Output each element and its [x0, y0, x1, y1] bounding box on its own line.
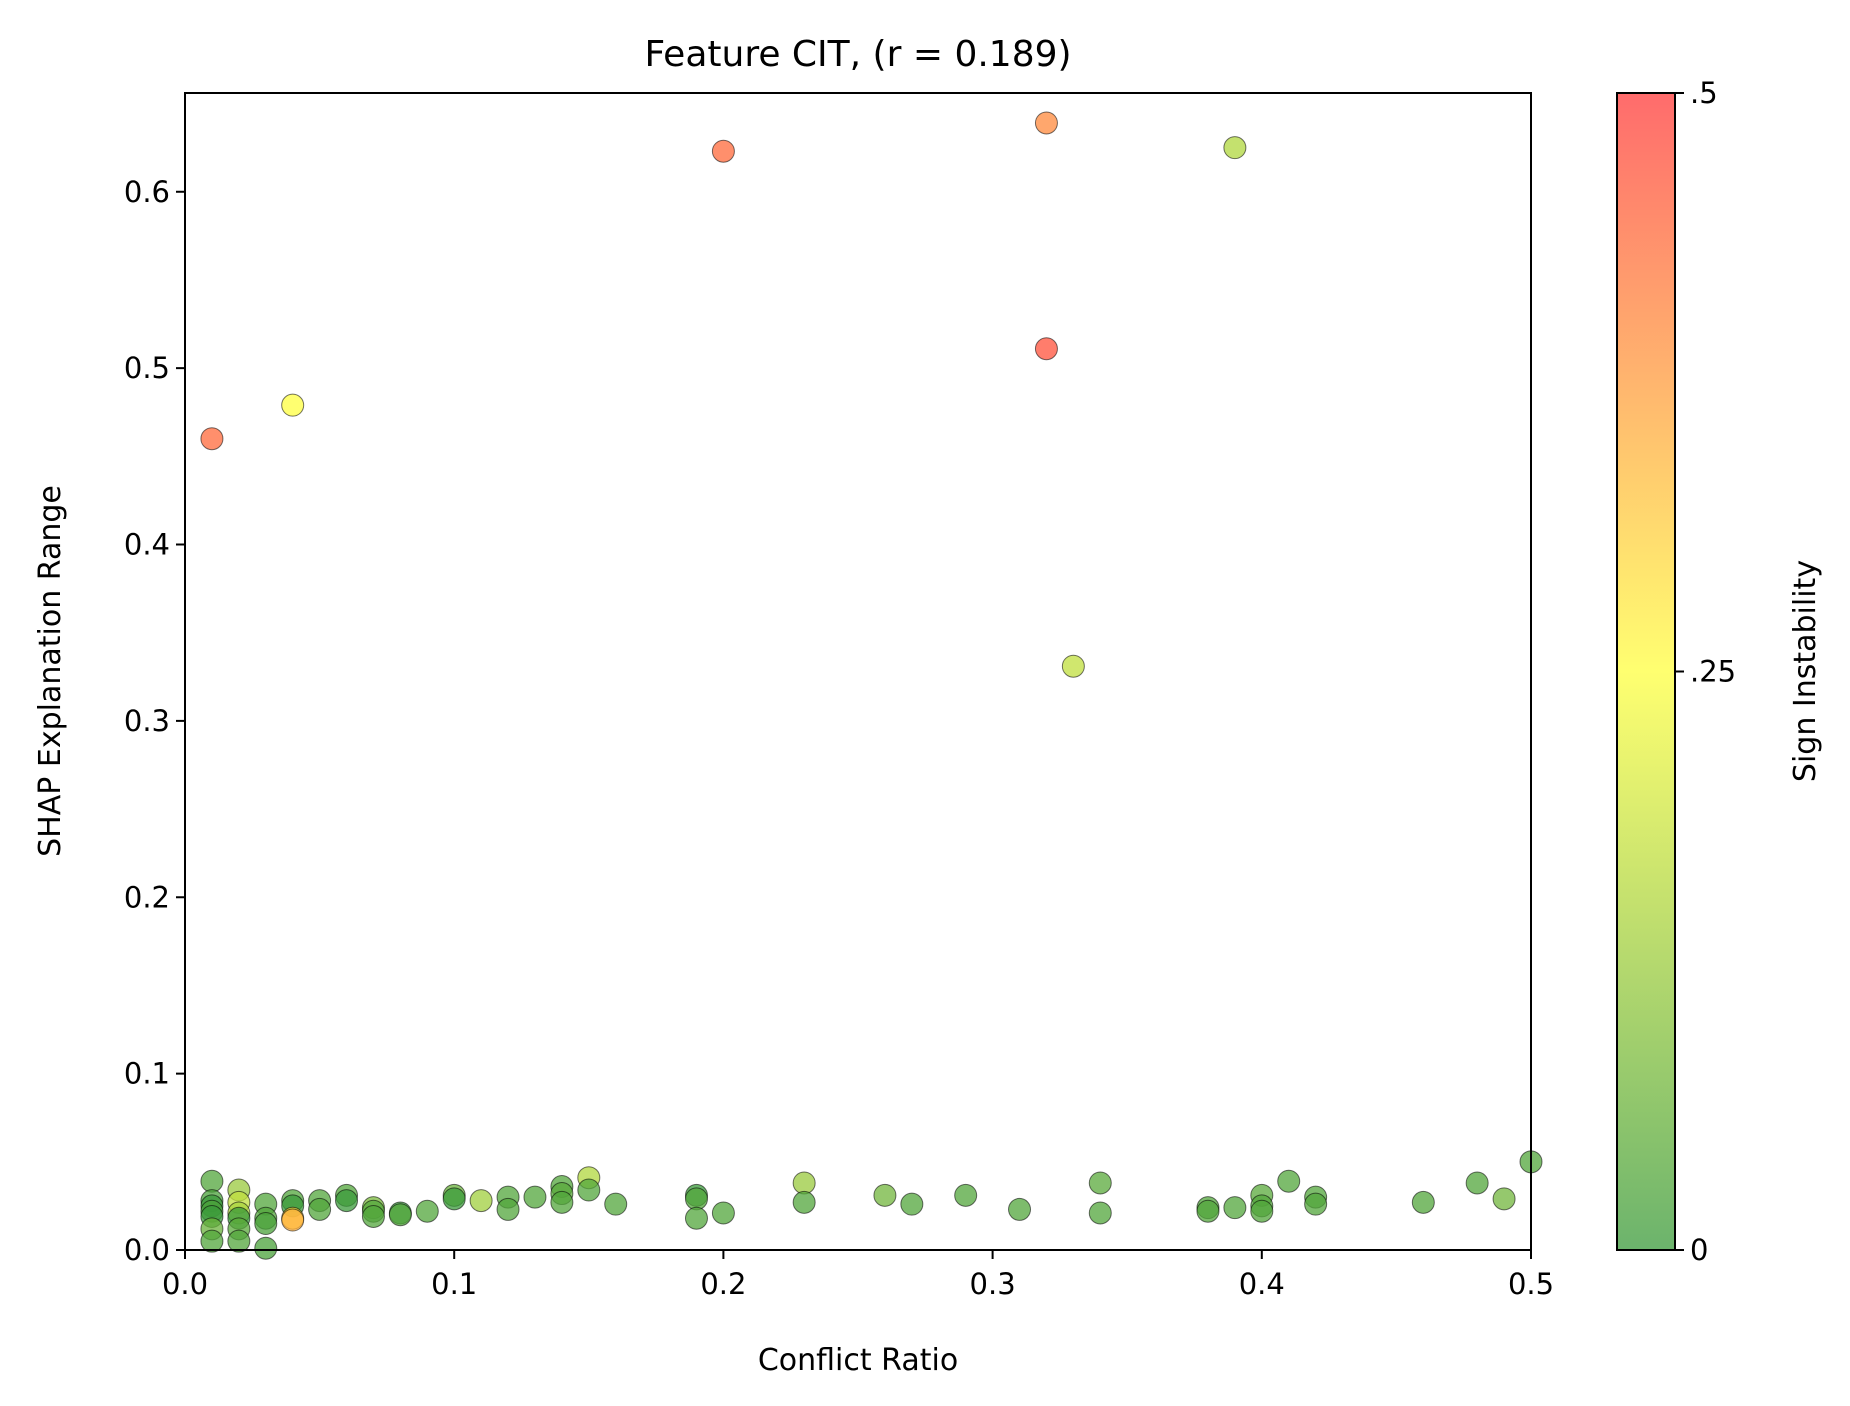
colorbar-tick-label: 0 — [1690, 1233, 1708, 1267]
data-point — [227, 1229, 251, 1253]
x-tick-label: 0.0 — [162, 1267, 208, 1301]
data-point — [1492, 1187, 1516, 1211]
y-tick-label: 0.6 — [124, 175, 170, 209]
data-point — [1223, 136, 1247, 160]
data-point — [415, 1199, 439, 1223]
chart-title: Feature CIT, (r = 0.189) — [644, 34, 1071, 75]
y-axis-label: SHAP Explanation Range — [33, 485, 68, 857]
data-point — [1304, 1192, 1328, 1216]
data-point — [1223, 1196, 1247, 1220]
data-point — [388, 1203, 412, 1227]
x-axis-label: Conflict Ratio — [758, 1343, 958, 1378]
data-point — [711, 139, 735, 163]
data-point — [469, 1189, 493, 1213]
data-point — [1277, 1169, 1301, 1193]
data-point — [361, 1204, 385, 1228]
data-point — [577, 1178, 601, 1202]
colorbar-tick-label: .25 — [1690, 655, 1736, 689]
y-tick-label: 0.2 — [124, 880, 170, 914]
data-point — [200, 1229, 224, 1253]
data-point — [200, 427, 224, 451]
data-point — [684, 1187, 708, 1211]
data-point — [1411, 1190, 1435, 1214]
data-point — [1250, 1199, 1274, 1223]
data-point — [1034, 337, 1058, 361]
data-point — [792, 1190, 816, 1214]
data-point — [1088, 1171, 1112, 1195]
x-tick-label: 0.2 — [700, 1267, 746, 1301]
data-point — [442, 1187, 466, 1211]
x-tick-label: 0.1 — [431, 1267, 477, 1301]
data-point — [792, 1171, 816, 1195]
x-tick-label: 0.3 — [970, 1267, 1016, 1301]
data-point — [254, 1236, 278, 1260]
data-point — [873, 1183, 897, 1207]
x-axis-ticks: 0.0 0.1 0.2 0.3 0.4 0.5 — [162, 1250, 1554, 1301]
y-tick-label: 0.3 — [124, 704, 170, 738]
data-point — [1465, 1171, 1489, 1195]
colorbar-tick-label: .5 — [1690, 76, 1718, 110]
data-point — [711, 1201, 735, 1225]
x-tick-label: 0.5 — [1508, 1267, 1554, 1301]
y-tick-label: 0.0 — [124, 1233, 170, 1267]
colorbar-label: Sign Instability — [1788, 560, 1823, 782]
data-point — [1008, 1197, 1032, 1221]
data-point — [254, 1212, 278, 1236]
plot-area-frame — [184, 92, 1532, 1251]
y-tick-label: 0.4 — [124, 528, 170, 562]
data-point — [1061, 654, 1085, 678]
data-point — [200, 1169, 224, 1193]
data-point — [954, 1183, 978, 1207]
y-tick-label: 0.1 — [124, 1057, 170, 1091]
x-tick-label: 0.4 — [1239, 1267, 1285, 1301]
colorbar — [1616, 92, 1676, 1251]
data-point — [684, 1206, 708, 1230]
data-point — [281, 1208, 305, 1232]
data-point — [1034, 111, 1058, 135]
y-axis-ticks: 0.0 0.1 0.2 0.3 0.4 0.5 0.6 — [124, 175, 185, 1267]
data-point — [496, 1197, 520, 1221]
data-point — [550, 1190, 574, 1214]
data-point — [604, 1192, 628, 1216]
data-point — [1088, 1201, 1112, 1225]
colorbar-ticks: 0 .25 .5 — [1675, 76, 1736, 1267]
data-point — [900, 1192, 924, 1216]
data-points — [200, 111, 1543, 1260]
data-point — [308, 1197, 332, 1221]
data-point — [335, 1189, 359, 1213]
data-point — [1196, 1199, 1220, 1223]
data-point — [523, 1185, 547, 1209]
data-point — [281, 393, 305, 417]
y-tick-label: 0.5 — [124, 351, 170, 385]
